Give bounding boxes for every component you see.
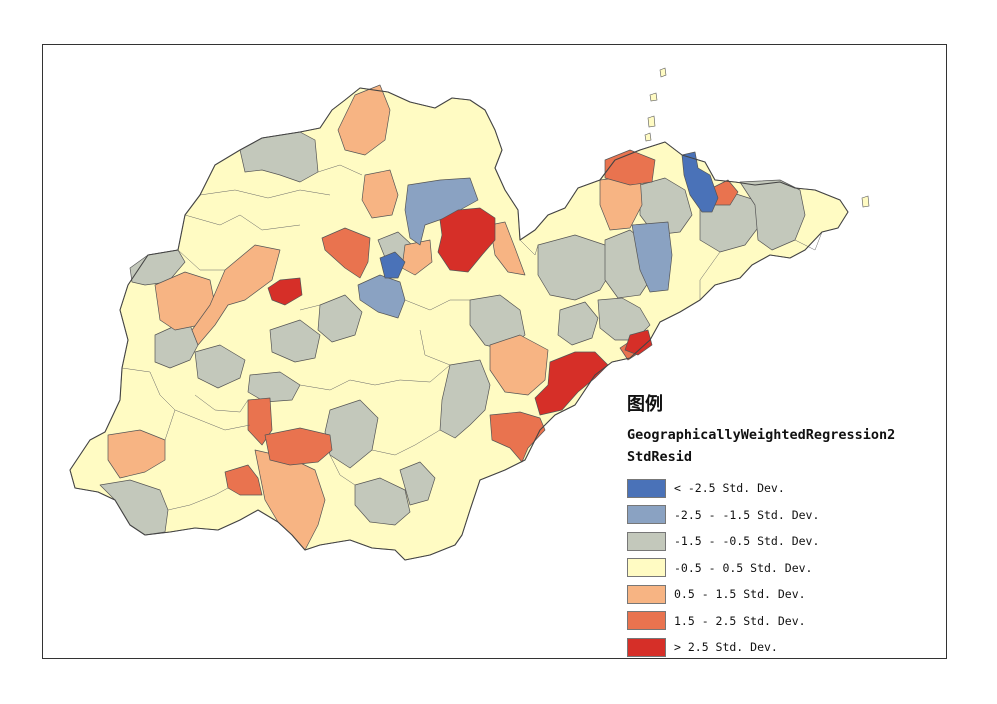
region-light-orange xyxy=(107,429,166,479)
legend-item-label: < -2.5 Std. Dev. xyxy=(674,481,785,496)
legend-item: -2.5 - -1.5 Std. Dev. xyxy=(627,502,942,529)
region-gray xyxy=(399,461,436,506)
region-blue xyxy=(379,251,406,279)
region-blue xyxy=(681,151,719,213)
legend-item: -1.5 - -0.5 Std. Dev. xyxy=(627,528,942,555)
region-light-orange xyxy=(191,244,281,346)
region-red xyxy=(534,351,609,416)
legend-item-label: -0.5 - 0.5 Std. Dev. xyxy=(674,560,813,575)
region-gray xyxy=(354,477,411,526)
legend-item: -0.5 - 0.5 Std. Dev. xyxy=(627,555,942,582)
province-outline xyxy=(69,87,849,561)
legend-swatch xyxy=(627,505,666,525)
legend-items: < -2.5 Std. Dev. -2.5 - -1.5 Std. Dev. -… xyxy=(627,475,942,661)
region-gray xyxy=(247,371,301,403)
region-gray xyxy=(317,294,363,343)
region-orange-red xyxy=(489,411,546,463)
region-orange-red xyxy=(264,427,333,466)
region-red xyxy=(267,277,303,306)
legend-swatch xyxy=(627,611,666,631)
map-legend: 图例 GeographicallyWeightedRegression2 Std… xyxy=(627,392,942,661)
legend-swatch xyxy=(627,637,666,657)
region-light-orange xyxy=(361,169,399,219)
region-orange-red xyxy=(321,227,371,279)
region-gray xyxy=(557,301,599,346)
region-gray xyxy=(194,344,246,389)
region-gray xyxy=(439,359,491,439)
legend-item-label: -2.5 - -1.5 Std. Dev. xyxy=(674,507,820,522)
legend-item: < -2.5 Std. Dev. xyxy=(627,475,942,502)
islands xyxy=(644,67,870,208)
region-blue-gray xyxy=(631,221,673,293)
layer-name-line1: GeographicallyWeightedRegression2 xyxy=(627,427,896,443)
layer-name-line2: StdResid xyxy=(627,449,693,465)
legend-swatch xyxy=(627,531,666,551)
legend-item-label: -1.5 - -0.5 Std. Dev. xyxy=(674,534,820,549)
region-gray xyxy=(639,177,693,236)
legend-item: 1.5 - 2.5 Std. Dev. xyxy=(627,608,942,635)
legend-swatch xyxy=(627,478,666,498)
region-red xyxy=(624,329,653,356)
region-light-orange xyxy=(489,221,526,276)
region-red xyxy=(437,207,496,273)
legend-item: > 2.5 Std. Dev. xyxy=(627,634,942,661)
legend-item-label: 0.5 - 1.5 Std. Dev. xyxy=(674,587,806,602)
county-boundaries xyxy=(121,164,823,511)
legend-swatch xyxy=(627,558,666,578)
region-light-orange xyxy=(489,334,549,396)
region-light-orange xyxy=(337,84,391,156)
region-gray xyxy=(269,319,321,363)
legend-item-label: 1.5 - 2.5 Std. Dev. xyxy=(674,613,806,628)
legend-item: 0.5 - 1.5 Std. Dev. xyxy=(627,581,942,608)
region-gray xyxy=(537,234,613,301)
legend-title: 图例 xyxy=(627,394,663,415)
region-blue-gray xyxy=(357,274,406,319)
legend-item-label: > 2.5 Std. Dev. xyxy=(674,640,778,655)
legend-swatch xyxy=(627,584,666,604)
